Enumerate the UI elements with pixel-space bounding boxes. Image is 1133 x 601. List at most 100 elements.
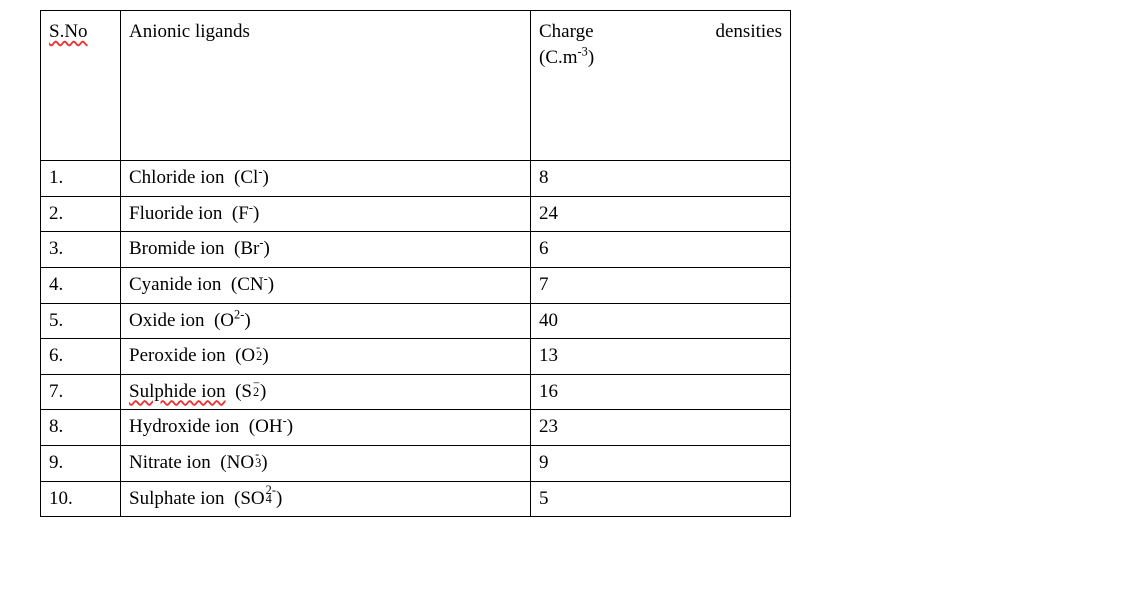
cell-charge-density: 9 — [531, 446, 791, 482]
cell-blank — [791, 410, 1091, 446]
formula-close: ) — [261, 452, 267, 473]
formula-close: ) — [253, 203, 259, 224]
cell-charge-density: 23 — [531, 410, 791, 446]
formula-symbol: Cl — [240, 167, 258, 188]
ligand-name: Bromide ion — [129, 238, 225, 259]
cell-sno: 4. — [41, 267, 121, 303]
formula-close: ) — [268, 274, 274, 295]
ligand-formula: (O2-) — [214, 310, 251, 331]
ligand-formula: (CN-) — [231, 274, 274, 295]
formula-sup-sub: −2 — [253, 379, 260, 396]
formula-close: ) — [276, 488, 282, 509]
table-row: 9.Nitrate ion (NO-3)9 — [41, 446, 1091, 482]
cd-unit-suffix: ) — [588, 47, 594, 68]
cell-ligand: Chloride ion (Cl-) — [121, 161, 531, 197]
cell-charge-density: 24 — [531, 196, 791, 232]
formula-symbol: Br — [240, 238, 259, 259]
cell-ligand: Nitrate ion (NO-3) — [121, 446, 531, 482]
col-header-blank — [791, 11, 1091, 161]
table-row: 1.Chloride ion (Cl-)8 — [41, 161, 1091, 197]
formula-sup-sub: -2 — [256, 343, 262, 360]
cell-charge-density: 13 — [531, 339, 791, 375]
cell-sno: 2. — [41, 196, 121, 232]
col-header-charge-density: Charge densities (C.m-3) — [531, 11, 791, 161]
formula-sup-sub: 2-4 — [266, 486, 276, 503]
formula-sup-sub: -3 — [255, 450, 261, 467]
formula-symbol: CN — [237, 274, 263, 295]
cd-unit-prefix: (C.m — [539, 47, 578, 68]
cell-blank — [791, 196, 1091, 232]
cell-blank — [791, 374, 1091, 410]
ligand-name: Nitrate ion — [129, 452, 211, 473]
cell-charge-density: 6 — [531, 232, 791, 268]
ligand-name: Sulphide ion — [129, 381, 226, 402]
ligand-formula: (OH-) — [249, 416, 293, 437]
cell-blank — [791, 481, 1091, 517]
ligand-name: Sulphate ion — [129, 488, 225, 509]
cell-ligand: Oxide ion (O2-) — [121, 303, 531, 339]
formula-symbol: S — [241, 381, 252, 402]
cd-word-charge: Charge — [539, 19, 594, 45]
formula-symbol: NO — [227, 452, 254, 473]
cell-ligand: Bromide ion (Br-) — [121, 232, 531, 268]
formula-close: ) — [260, 381, 266, 402]
table-row: 4.Cyanide ion (CN-)7 — [41, 267, 1091, 303]
cell-sno: 8. — [41, 410, 121, 446]
table-body: S.No Anionic ligands Charge densities (C… — [41, 11, 1091, 517]
cell-ligand: Sulphate ion (SO2-4) — [121, 481, 531, 517]
formula-symbol: OH — [255, 416, 282, 437]
cell-sno: 7. — [41, 374, 121, 410]
ligand-name: Hydroxide ion — [129, 416, 239, 437]
cd-word-densities: densities — [716, 19, 783, 45]
ligand-name: Oxide ion — [129, 310, 204, 331]
cell-charge-density: 8 — [531, 161, 791, 197]
cell-charge-density: 40 — [531, 303, 791, 339]
cell-blank — [791, 232, 1091, 268]
table-row: 8. Hydroxide ion (OH-) 23 — [41, 410, 1091, 446]
cd-header-line1: Charge densities — [539, 19, 782, 45]
ligand-formula: (F-) — [232, 203, 259, 224]
cell-blank — [791, 161, 1091, 197]
ligand-name: Chloride ion — [129, 167, 225, 188]
table-row: 6.Peroxide ion (O-2)13 — [41, 339, 1091, 375]
ligand-name: Cyanide ion — [129, 274, 221, 295]
formula-close: ) — [262, 345, 268, 366]
cd-unit-exponent: -3 — [578, 44, 588, 58]
ligand-formula: (S−2) — [235, 381, 266, 402]
formula-symbol: O — [220, 310, 234, 331]
ligand-table: S.No Anionic ligands Charge densities (C… — [40, 10, 1091, 517]
cell-blank — [791, 267, 1091, 303]
formula-close: ) — [244, 310, 250, 331]
formula-symbol: F — [238, 203, 249, 224]
table-row: 2. Fluoride ion (F-) 24 — [41, 196, 1091, 232]
cell-blank — [791, 303, 1091, 339]
cd-header-unit: (C.m-3) — [539, 45, 782, 71]
cell-sno: 6. — [41, 339, 121, 375]
formula-symbol: SO — [240, 488, 264, 509]
table-row: 10.Sulphate ion (SO2-4)5 — [41, 481, 1091, 517]
ligand-name: Fluoride ion — [129, 203, 222, 224]
ligand-formula: (O-2) — [235, 345, 269, 366]
ligand-formula: (Br-) — [234, 238, 270, 259]
cell-ligand: Cyanide ion (CN-) — [121, 267, 531, 303]
cell-ligand: Peroxide ion (O-2) — [121, 339, 531, 375]
cell-sno: 1. — [41, 161, 121, 197]
table-row: 5.Oxide ion (O2-)40 — [41, 303, 1091, 339]
cell-ligand: Sulphide ion (S−2) — [121, 374, 531, 410]
col-header-sno: S.No — [41, 11, 121, 161]
cell-sno: 3. — [41, 232, 121, 268]
formula-sup: 2- — [234, 307, 244, 321]
cell-charge-density: 16 — [531, 374, 791, 410]
col-header-ligands: Anionic ligands — [121, 11, 531, 161]
cell-charge-density: 5 — [531, 481, 791, 517]
cell-blank — [791, 339, 1091, 375]
formula-close: ) — [263, 238, 269, 259]
formula-close: ) — [262, 167, 268, 188]
table-header-row: S.No Anionic ligands Charge densities (C… — [41, 11, 1091, 161]
cell-charge-density: 7 — [531, 267, 791, 303]
cell-blank — [791, 446, 1091, 482]
formula-symbol: O — [241, 345, 255, 366]
table-row: 3.Bromide ion (Br-)6 — [41, 232, 1091, 268]
cell-sno: 5. — [41, 303, 121, 339]
ligand-formula: (NO-3) — [220, 452, 267, 473]
